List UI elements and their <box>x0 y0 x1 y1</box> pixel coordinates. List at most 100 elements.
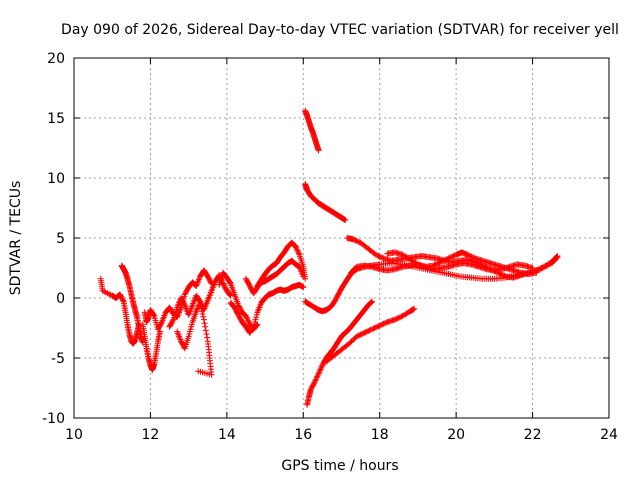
data-point-mid-c <box>244 317 251 324</box>
y-tick-label: -10 <box>42 411 65 427</box>
data-point-mid-c <box>227 279 234 286</box>
data-point-late-h <box>393 316 400 322</box>
data-point-late-e <box>445 255 452 262</box>
y-tick-label: -5 <box>51 351 65 367</box>
x-axis-label: GPS time / hours <box>281 458 398 474</box>
data-point-late-b <box>342 217 349 223</box>
data-point-late-h <box>356 332 363 339</box>
data-point-late-g <box>367 299 374 306</box>
data-point-mid-f <box>295 250 302 257</box>
data-point-late-h <box>370 325 377 332</box>
data-point-late-e <box>470 254 477 261</box>
data-point-mid-b <box>195 304 202 310</box>
data-point-late-g <box>315 370 322 377</box>
data-point-mid-f <box>294 247 301 254</box>
data-point-mid-b <box>193 308 200 315</box>
data-point-late-h <box>411 305 418 312</box>
data-point-early-a <box>120 297 127 304</box>
data-points <box>97 107 561 408</box>
data-point-late-d <box>352 237 359 244</box>
data-point-mid-a <box>169 317 176 324</box>
data-point-late-e <box>439 258 446 265</box>
x-tick-label: 10 <box>65 427 83 443</box>
data-point-late-e <box>450 253 457 259</box>
data-point-late-g <box>313 374 320 381</box>
data-point-late-d <box>375 253 382 259</box>
data-point-late-e <box>442 256 449 263</box>
data-point-late-h <box>369 326 376 333</box>
data-point-mid-a <box>181 301 188 307</box>
data-point-late-g <box>314 372 321 378</box>
y-tick-label: 20 <box>47 51 65 67</box>
data-point-mid-c <box>245 318 252 325</box>
data-point-late-h <box>372 324 379 331</box>
data-point-late-e <box>437 259 444 265</box>
data-point-mid-b <box>195 368 202 375</box>
x-tick-label: 22 <box>524 427 542 443</box>
data-point-late-e <box>446 254 453 261</box>
y-tick-label: 5 <box>56 231 65 247</box>
data-point-late-e <box>533 269 540 276</box>
data-point-late-e <box>435 260 442 267</box>
data-point-late-g <box>312 377 319 384</box>
data-point-late-e <box>444 256 451 262</box>
data-point-mid-b <box>197 299 204 306</box>
data-point-late-e <box>467 253 474 259</box>
data-point-late-h <box>377 322 384 328</box>
x-tick-label: 16 <box>294 427 312 443</box>
axis-ticks <box>73 57 610 419</box>
data-point-mid-a <box>227 292 234 299</box>
data-point-late-d <box>539 264 546 271</box>
data-point-late-d <box>377 254 384 261</box>
data-point-late-h <box>357 331 364 338</box>
data-point-mid-c <box>243 314 250 321</box>
data-point-mid-c <box>253 322 260 329</box>
grid <box>74 58 609 418</box>
data-point-late-d <box>534 266 541 273</box>
data-point-late-d <box>349 236 356 243</box>
data-point-late-h <box>362 329 369 336</box>
x-tick-labels: 10 12 14 16 18 20 22 24 <box>65 427 618 443</box>
data-point-late-e <box>469 254 476 261</box>
data-point-mid-b <box>198 305 205 312</box>
data-point-late-h <box>374 323 381 330</box>
data-point-late-g <box>317 366 324 373</box>
data-point-late-g <box>316 369 323 376</box>
chart-title: Day 090 of 2026, Sidereal Day-to-day VTE… <box>61 22 619 38</box>
data-point-mid-c <box>244 315 251 322</box>
x-tick-label: 24 <box>600 427 618 443</box>
data-point-late-h <box>398 313 405 320</box>
x-tick-label: 18 <box>371 427 389 443</box>
data-point-late-d <box>379 254 386 261</box>
data-point-late-d <box>538 265 545 271</box>
data-point-late-d <box>499 271 505 278</box>
data-point-late-h <box>366 327 373 334</box>
data-point-late-d <box>537 265 544 272</box>
data-point-late-h <box>375 323 382 330</box>
x-tick-label: 14 <box>218 427 236 443</box>
data-point-late-h <box>383 319 390 326</box>
data-point-late-g <box>369 298 376 305</box>
data-point-late-d <box>372 251 379 258</box>
data-point-late-h <box>380 320 387 327</box>
data-point-mid-f <box>293 244 300 251</box>
data-point-late-h <box>358 331 365 337</box>
data-point-late-h <box>363 328 370 335</box>
data-point-early-d <box>158 320 165 327</box>
data-point-mid-b <box>204 334 211 341</box>
data-point-mid-b <box>199 311 206 317</box>
data-point-mid-b <box>193 306 200 313</box>
data-point-late-h <box>397 314 404 321</box>
data-point-mid-b <box>202 327 209 334</box>
y-axis-label: SDTVAR / TECUs <box>8 181 24 296</box>
data-point-mid-b <box>203 331 210 337</box>
data-point-mid-c <box>242 313 249 319</box>
data-point-late-h <box>376 322 383 329</box>
data-point-late-e <box>440 257 447 264</box>
data-point-late-h <box>365 328 372 334</box>
data-point-late-g <box>311 380 318 387</box>
data-point-late-h <box>353 333 360 340</box>
data-point-late-e <box>468 253 475 260</box>
data-point-early-d <box>150 312 157 318</box>
